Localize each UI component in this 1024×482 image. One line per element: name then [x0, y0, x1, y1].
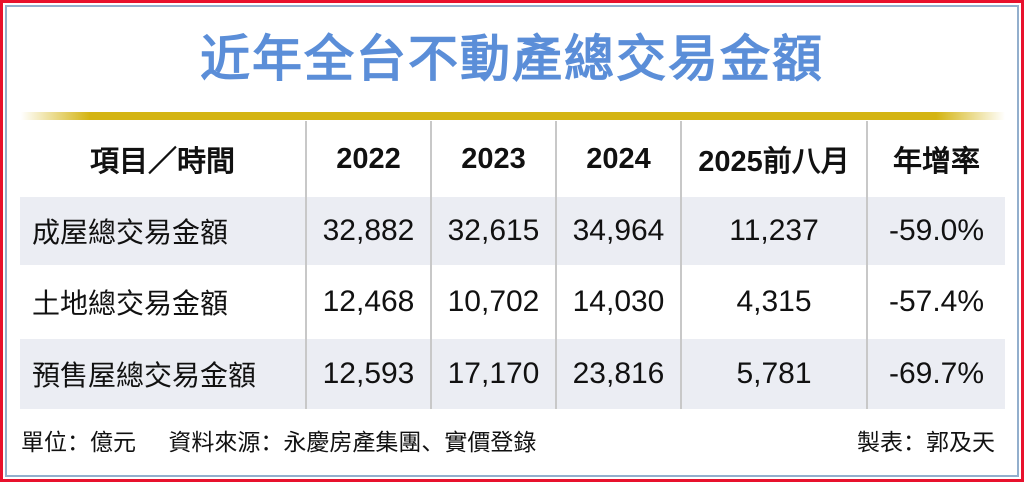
inner-panel: 近年全台不動產總交易金額 項目／時間 2022 2023 2024 2025前八…	[5, 5, 1019, 477]
page-title: 近年全台不動產總交易金額	[200, 31, 824, 87]
gold-divider	[21, 112, 1005, 120]
row-label: 土地總交易金額	[20, 265, 307, 339]
unit-note: 單位：億元	[21, 429, 136, 455]
cell-value: 5,781	[682, 339, 868, 409]
header-cell-yoy-growth: 年增率	[892, 146, 980, 178]
cell-value: 14,030	[557, 265, 682, 339]
header-cell-2024: 2024	[557, 121, 682, 197]
header-cell-item-time: 項目／時間	[20, 121, 307, 197]
header-cell-2025-first-8-months: 2025前八月	[682, 121, 868, 197]
footer-left: 單位：億元 資料來源：永慶房產集團、實價登錄	[21, 423, 536, 457]
cell-value: 12,593	[307, 339, 432, 409]
row-label: 預售屋總交易金額	[20, 339, 307, 409]
header-cell-2022: 2022	[307, 121, 432, 197]
table-row-presale-homes: 預售屋總交易金額 12,593 17,170 23,816 5,781 -69.…	[20, 339, 1005, 409]
cell-value: 4,315	[682, 265, 868, 339]
header-row: 項目／時間 2022 2023 2024 2025前八月 年增率	[20, 121, 1005, 197]
cell-value: -57.4%	[888, 285, 985, 318]
credit-note: 製表：郭及天	[857, 429, 995, 455]
cell-value: 34,964	[557, 197, 682, 265]
row-label: 成屋總交易金額	[20, 197, 307, 265]
cell-value: -59.0%	[888, 214, 985, 247]
cell-value: 23,816	[557, 339, 682, 409]
cell-value: 32,882	[307, 197, 432, 265]
cell-value: 10,702	[432, 265, 557, 339]
source-note: 資料來源：永慶房產集團、實價登錄	[168, 429, 537, 455]
cell-value: 32,615	[432, 197, 557, 265]
table-row-existing-homes: 成屋總交易金額 32,882 32,615 34,964 11,237 -59.…	[20, 197, 1005, 265]
data-table: 項目／時間 2022 2023 2024 2025前八月 年增率 成屋總交易金額…	[20, 121, 1005, 409]
cell-value: 12,468	[307, 265, 432, 339]
cell-value: 17,170	[432, 339, 557, 409]
cell-value: 11,237	[682, 197, 868, 265]
cell-value: -69.7%	[888, 357, 985, 390]
header-cell-2023: 2023	[432, 121, 557, 197]
footer-notes: 單位：億元 資料來源：永慶房產集團、實價登錄 製表：郭及天	[21, 419, 995, 461]
table-row-land: 土地總交易金額 12,468 10,702 14,030 4,315 -57.4…	[20, 265, 1005, 339]
